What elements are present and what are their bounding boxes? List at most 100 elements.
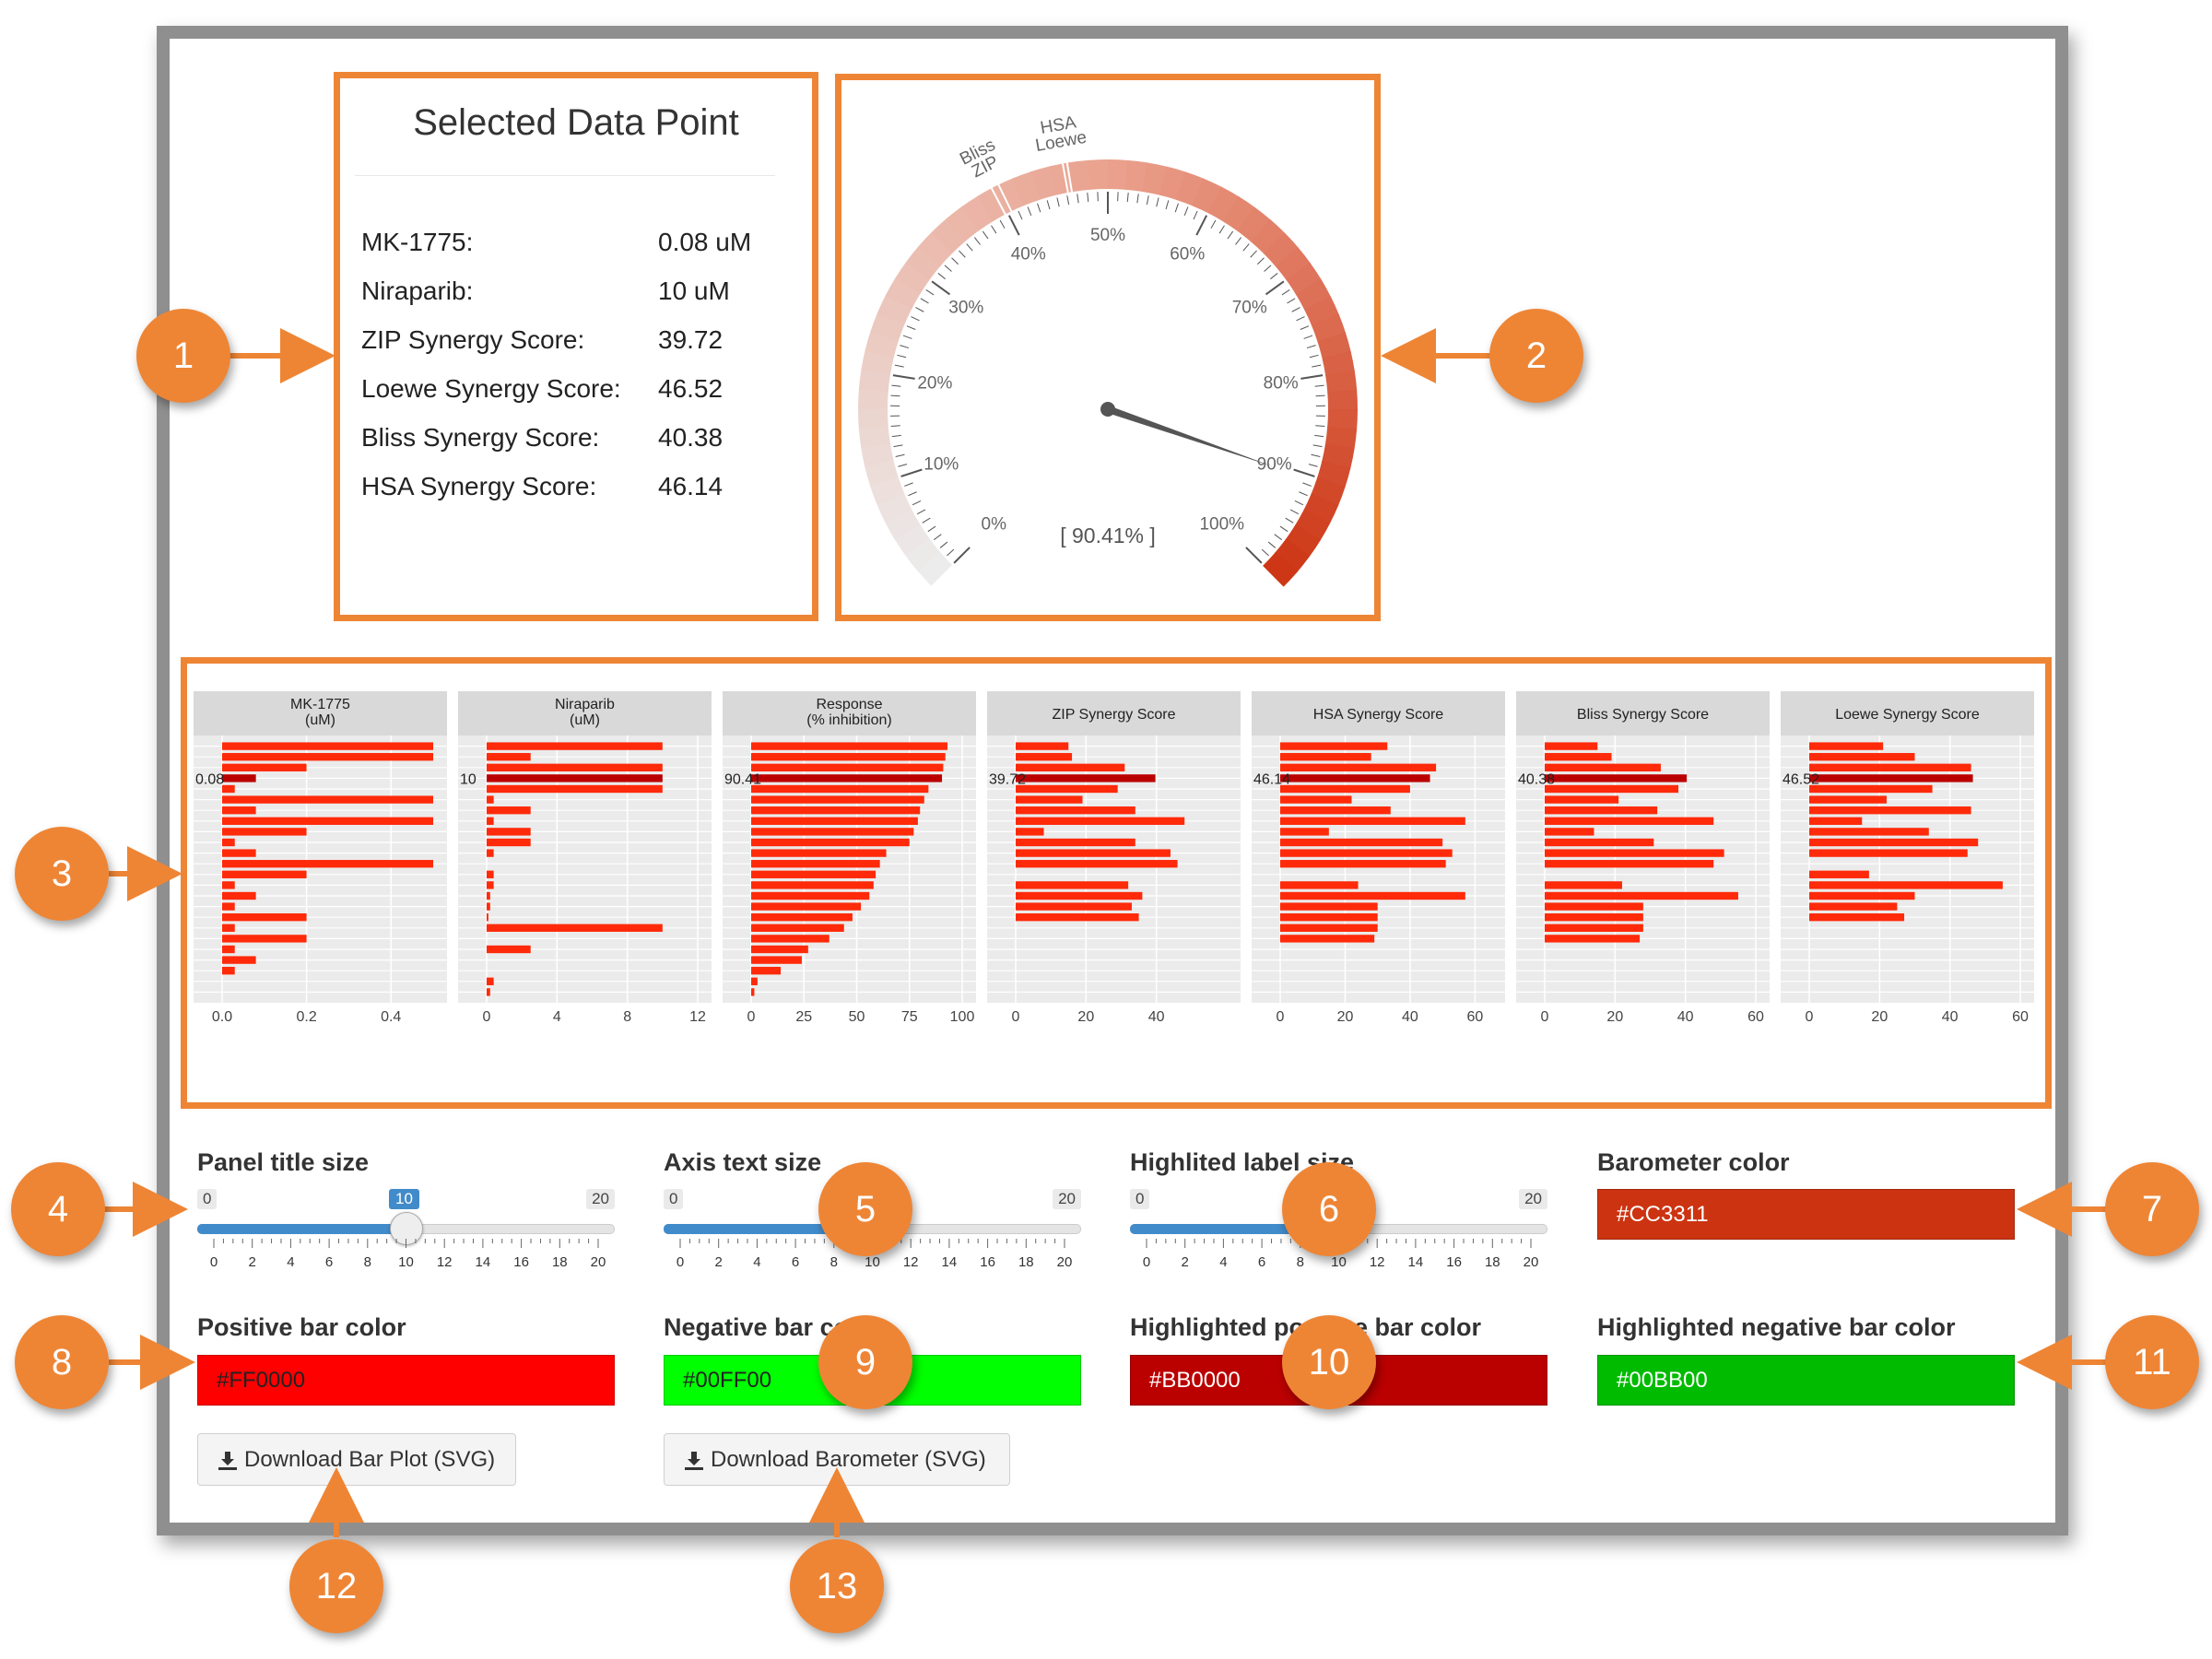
bar[interactable] [1280,860,1446,868]
bar[interactable] [1545,913,1643,922]
bar[interactable] [1809,891,1915,900]
bar[interactable] [1545,860,1714,868]
bar[interactable] [1280,913,1378,922]
bar[interactable] [1809,849,1968,857]
bar[interactable] [487,817,494,825]
bar[interactable] [1280,795,1352,804]
bar[interactable] [222,913,307,922]
bar[interactable] [1545,763,1661,771]
bar[interactable] [1280,935,1375,943]
bar[interactable] [222,784,235,794]
bar[interactable] [751,891,870,900]
highlighted-bar[interactable] [1280,774,1430,782]
bar[interactable] [1545,753,1612,761]
bar[interactable] [1016,913,1139,922]
barometer-color-input[interactable]: #CC3311 [1597,1189,2015,1240]
bar[interactable] [222,870,307,878]
bar[interactable] [1809,795,1887,804]
bar[interactable] [1545,828,1594,836]
bar[interactable] [751,753,946,761]
bar[interactable] [222,945,235,954]
bar[interactable] [751,902,862,911]
bar[interactable] [1809,828,1929,836]
bar[interactable] [1280,828,1329,836]
bar[interactable] [1016,784,1118,794]
bar[interactable] [1280,806,1391,815]
bar[interactable] [1545,924,1643,932]
bar[interactable] [751,913,853,922]
bar[interactable] [1016,902,1132,911]
bar[interactable] [222,967,235,975]
bar[interactable] [222,806,256,815]
bar[interactable] [487,881,494,889]
bar[interactable] [487,838,531,847]
panel-title-size-slider[interactable]: 0 20 10 0 2 4 6 8 10 12 14 16 18 20 [197,1189,615,1290]
highlighted-bar[interactable] [222,774,256,782]
bar[interactable] [751,988,755,996]
bar[interactable] [1280,924,1378,932]
bar[interactable] [222,828,307,836]
bar[interactable] [487,784,663,794]
bar[interactable] [222,849,256,857]
bar[interactable] [1545,902,1643,911]
bar[interactable] [222,956,256,964]
bar[interactable] [751,956,802,964]
bar[interactable] [1016,891,1143,900]
highlighted-negative-bar-color-input[interactable]: #00BB00 [1597,1355,2015,1406]
bar[interactable] [1280,902,1378,911]
bar[interactable] [1016,828,1044,836]
bar[interactable] [222,742,433,750]
bar[interactable] [222,935,307,943]
highlighted-bar[interactable] [751,774,943,782]
bar[interactable] [1016,753,1073,761]
bar[interactable] [487,763,663,771]
bar[interactable] [487,753,531,761]
bar[interactable] [222,860,433,868]
bar[interactable] [751,967,782,975]
bar[interactable] [487,891,490,900]
highlighted-bar[interactable] [1545,774,1688,782]
bar[interactable] [487,870,494,878]
bar[interactable] [751,742,947,750]
bar[interactable] [487,795,494,804]
bar[interactable] [487,924,663,932]
bar[interactable] [1809,913,1905,922]
bar[interactable] [1280,817,1465,825]
highlighted-bar[interactable] [1016,774,1156,782]
bar[interactable] [487,806,531,815]
bar[interactable] [1545,891,1738,900]
bar[interactable] [1016,817,1185,825]
bar[interactable] [751,935,830,943]
bar[interactable] [1016,860,1178,868]
bar[interactable] [1016,881,1129,889]
bar[interactable] [222,902,235,911]
bar[interactable] [1016,806,1135,815]
bar[interactable] [1545,935,1641,943]
bar[interactable] [751,828,914,836]
bar[interactable] [1280,742,1388,750]
bar[interactable] [751,784,929,794]
bar[interactable] [1809,902,1898,911]
bar[interactable] [751,838,910,847]
bar[interactable] [1016,849,1171,857]
bar[interactable] [1280,753,1371,761]
bar[interactable] [222,881,235,889]
bar[interactable] [1809,817,1863,825]
bar[interactable] [222,753,433,761]
bar[interactable] [1545,838,1654,847]
bar[interactable] [1545,806,1658,815]
bar[interactable] [1809,838,1979,847]
bar[interactable] [751,860,880,868]
download-barometer-button[interactable]: Download Barometer (SVG) [664,1433,1010,1486]
bar[interactable] [751,881,874,889]
bar[interactable] [751,806,921,815]
bar[interactable] [222,891,256,900]
bar[interactable] [1809,763,1971,771]
bar[interactable] [1016,795,1083,804]
bar[interactable] [751,763,944,771]
bar[interactable] [751,924,844,932]
bar[interactable] [751,849,887,857]
bar[interactable] [1545,742,1598,750]
bar[interactable] [1809,870,1869,878]
